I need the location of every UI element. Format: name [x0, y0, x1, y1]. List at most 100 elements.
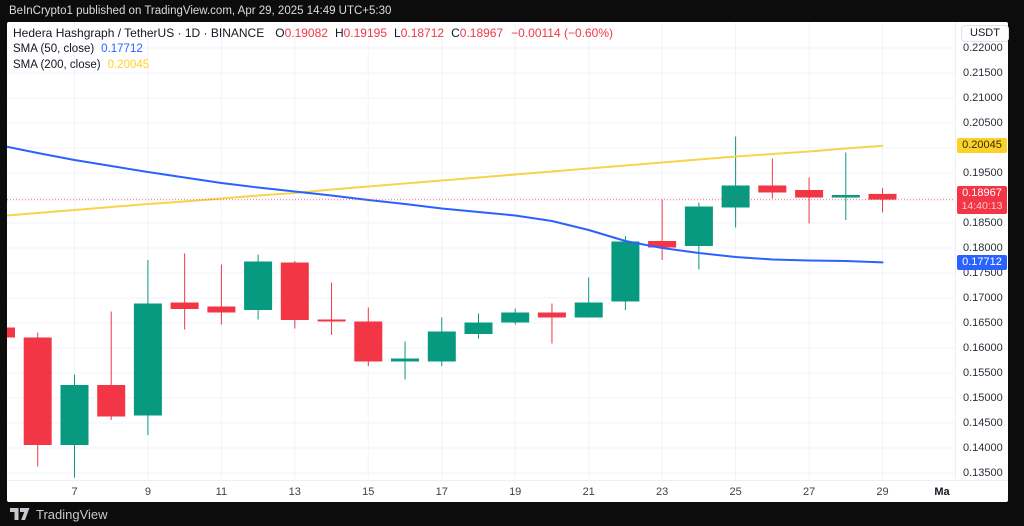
- sma50-label: SMA (50, close): [13, 43, 95, 55]
- price-tick-0.14000: 0.14000: [963, 441, 1003, 454]
- candle-body: [7, 327, 15, 338]
- candle-apr-18: [464, 313, 493, 339]
- change-value: −0.00114 (−0.60%): [511, 26, 614, 40]
- price-tick-0.15500: 0.15500: [963, 366, 1003, 379]
- legend: Hedera Hashgraph / TetherUS · 1D · BINAN…: [13, 26, 613, 74]
- price-tick-0.17000: 0.17000: [963, 291, 1003, 304]
- candle-body: [280, 262, 309, 320]
- sma200-label: SMA (200, close): [13, 59, 101, 71]
- price-tick-0.19500: 0.19500: [963, 166, 1003, 179]
- attribution-bar: BeInCrypto1 published on TradingView.com…: [0, 0, 1024, 22]
- candle-body: [501, 312, 530, 323]
- candle-apr-21: [574, 277, 603, 318]
- candle-body: [427, 331, 456, 362]
- candlestick-chart[interactable]: [7, 22, 955, 480]
- sma50-price-badge: 0.17712: [957, 254, 1007, 270]
- candle-body: [391, 358, 419, 362]
- candle-apr-16: [391, 341, 419, 380]
- sma50-line: [7, 145, 884, 264]
- candle-body: [60, 385, 89, 445]
- sma50-price-badge-value: 0.17712: [962, 255, 1002, 268]
- candle-body: [831, 195, 860, 198]
- candle-body: [537, 312, 566, 318]
- time-label-7: 7: [71, 486, 78, 498]
- price-tick-0.16000: 0.16000: [963, 341, 1003, 354]
- candle-apr-13: [280, 261, 309, 329]
- price-axis[interactable]: USDT 0.22000 0.21500 0.21000 0.20500 0.19500…: [955, 22, 1009, 480]
- candle-body: [244, 261, 273, 310]
- ohlc-value-O: 0.19082: [284, 26, 328, 40]
- symbol-row: Hedera Hashgraph / TetherUS · 1D · BINAN…: [13, 26, 613, 41]
- candle-apr-7: [60, 374, 89, 478]
- candle-apr-10: [170, 253, 199, 330]
- candle-apr-26: [758, 158, 787, 199]
- sma200-line: [7, 144, 884, 217]
- candle-apr-28: [831, 152, 860, 220]
- candle-apr-8: [97, 311, 126, 420]
- countdown-timer: 14:40:13: [961, 200, 1003, 213]
- candle-apr-12: [244, 254, 273, 320]
- sma200-price-badge: 0.20045: [957, 138, 1007, 154]
- price-tick-0.18000: 0.18000: [963, 241, 1003, 254]
- ohlc-key-L: L: [394, 26, 401, 40]
- candle-apr-11: [207, 264, 236, 325]
- candle-body: [721, 185, 750, 208]
- tradingview-logo-link[interactable]: TradingView: [9, 507, 108, 522]
- candle-body: [464, 322, 493, 334]
- time-label-9: 9: [144, 486, 151, 498]
- candle-apr-9: [133, 260, 162, 435]
- attribution-text: BeInCrypto1 published on TradingView.com…: [9, 5, 392, 17]
- time-axis[interactable]: 7 9 11 13 15 17 19 21 23 25 27 29 Ma: [7, 480, 1008, 503]
- time-label-15: 15: [362, 486, 375, 498]
- candle-body: [97, 385, 126, 417]
- time-label-19: 19: [509, 486, 522, 498]
- ohlc-value-H: 0.19195: [343, 26, 388, 40]
- time-label-17: 17: [435, 486, 448, 498]
- currency-unit-button[interactable]: USDT: [961, 25, 1009, 42]
- candle-body: [354, 321, 383, 362]
- time-label-21: 21: [582, 486, 595, 498]
- time-label-11: 11: [215, 486, 228, 498]
- last-price-badge: 0.18967 14:40:13: [957, 186, 1007, 215]
- candle-body: [648, 241, 677, 248]
- candle-body: [684, 206, 713, 246]
- candle-apr-5: [7, 327, 15, 338]
- candle-apr-25: [721, 136, 750, 228]
- candle-apr-14: [317, 282, 346, 335]
- time-label-27: 27: [802, 486, 816, 498]
- price-tick-0.22000: 0.22000: [963, 41, 1003, 54]
- candle-body: [611, 241, 640, 302]
- time-label-13: 13: [288, 486, 301, 498]
- ohlc-key-O: O: [275, 26, 285, 40]
- candle-body: [133, 303, 162, 416]
- sma50-row: SMA (50, close) 0.17712: [13, 42, 613, 57]
- candle-body: [207, 306, 236, 313]
- candle-apr-24: [684, 202, 713, 270]
- price-tick-0.15000: 0.15000: [963, 391, 1003, 404]
- price-tick-0.14500: 0.14500: [963, 416, 1003, 429]
- sma50-value: 0.17712: [101, 43, 143, 55]
- sma200-row: SMA (200, close) 0.20045: [13, 58, 613, 73]
- candle-apr-20: [537, 303, 566, 344]
- candle-apr-17: [427, 317, 456, 366]
- ohlc-values: O0.19082 H0.19195 L0.18712 C0.18967: [268, 26, 503, 40]
- candle-apr-19: [501, 308, 530, 325]
- candle-body: [317, 319, 346, 322]
- price-tick-0.13500: 0.13500: [963, 466, 1003, 479]
- last-price-badge-value: 0.18967: [962, 187, 1002, 200]
- ohlc-value-L: 0.18712: [400, 26, 445, 40]
- price-tick-0.16500: 0.16500: [963, 316, 1003, 329]
- candle-apr-15: [354, 307, 383, 366]
- sma200-price-badge-value: 0.20045: [962, 139, 1002, 152]
- sma200-value: 0.20045: [107, 59, 150, 71]
- candle-body: [170, 302, 199, 309]
- time-label-23: 23: [655, 486, 669, 498]
- symbol-title: Hedera Hashgraph / TetherUS · 1D · BINAN…: [13, 26, 265, 40]
- time-label-Ma: Ma: [934, 486, 950, 498]
- time-label-29: 29: [876, 486, 889, 498]
- ohlc-key-H: H: [334, 26, 344, 40]
- ohlc-value-C: 0.18967: [459, 26, 504, 40]
- tradingview-brand-text: TradingView: [36, 506, 108, 522]
- price-tick-0.18500: 0.18500: [963, 216, 1003, 229]
- candle-body: [868, 193, 897, 200]
